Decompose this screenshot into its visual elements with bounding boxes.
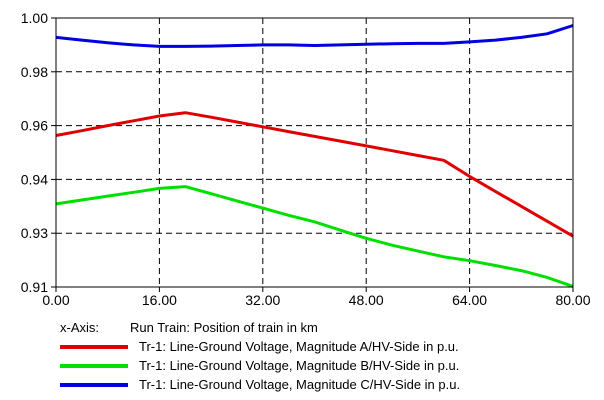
y-tick-label: 0.91	[21, 279, 48, 295]
legend-item-c: Tr-1: Line-Ground Voltage, Magnitude C/H…	[60, 375, 460, 394]
legend-swatch-b	[60, 363, 128, 368]
legend-swatch-c	[60, 382, 128, 387]
y-tick-label: 0.96	[21, 118, 48, 134]
x-tick-label: 16.00	[142, 292, 177, 308]
x-tick-label: 0.00	[42, 292, 69, 308]
plot-border	[55, 17, 574, 288]
legend-item-b: Tr-1: Line-Ground Voltage, Magnitude B/H…	[60, 356, 460, 375]
legend-label-c: Tr-1: Line-Ground Voltage, Magnitude C/H…	[139, 377, 461, 392]
x-axis-info-value: Run Train: Position of train in km	[130, 320, 318, 335]
legend-label-b: Tr-1: Line-Ground Voltage, Magnitude B/H…	[139, 358, 460, 373]
x-tick-label: 80.00	[555, 292, 590, 308]
line-chart: 0.00 16.00 32.00 48.00 64.00 80.00 1.00 0.98 0.…	[21, 10, 591, 308]
y-tick-label: 0.98	[21, 64, 48, 80]
plot-frame	[55, 17, 574, 288]
y-axis-ticks: 1.00 0.98 0.96 0.94 0.93 0.91	[21, 10, 56, 295]
series-lines	[55, 24, 574, 288]
series-line-c	[55, 24, 574, 48]
legend-label-a: Tr-1: Line-Ground Voltage, Magnitude A/H…	[139, 339, 459, 354]
y-tick-label: 0.93	[21, 225, 48, 241]
x-tick-label: 32.00	[245, 292, 280, 308]
series-line-b	[55, 185, 574, 288]
x-tick-label: 64.00	[452, 292, 487, 308]
x-axis-info-label: x-Axis:	[60, 320, 99, 335]
legend-swatch-a	[60, 344, 128, 349]
legend-item-a: Tr-1: Line-Ground Voltage, Magnitude A/H…	[60, 337, 460, 356]
series-line-a	[55, 111, 574, 238]
legend: x-Axis: Run Train: Position of train in …	[60, 318, 460, 394]
grid	[56, 18, 573, 287]
x-tick-label: 48.00	[349, 292, 384, 308]
y-tick-label: 1.00	[21, 10, 48, 26]
x-axis-ticks: 0.00 16.00 32.00 48.00 64.00 80.00	[42, 287, 591, 308]
x-axis-info: x-Axis: Run Train: Position of train in …	[60, 318, 460, 337]
y-tick-label: 0.94	[21, 171, 48, 187]
